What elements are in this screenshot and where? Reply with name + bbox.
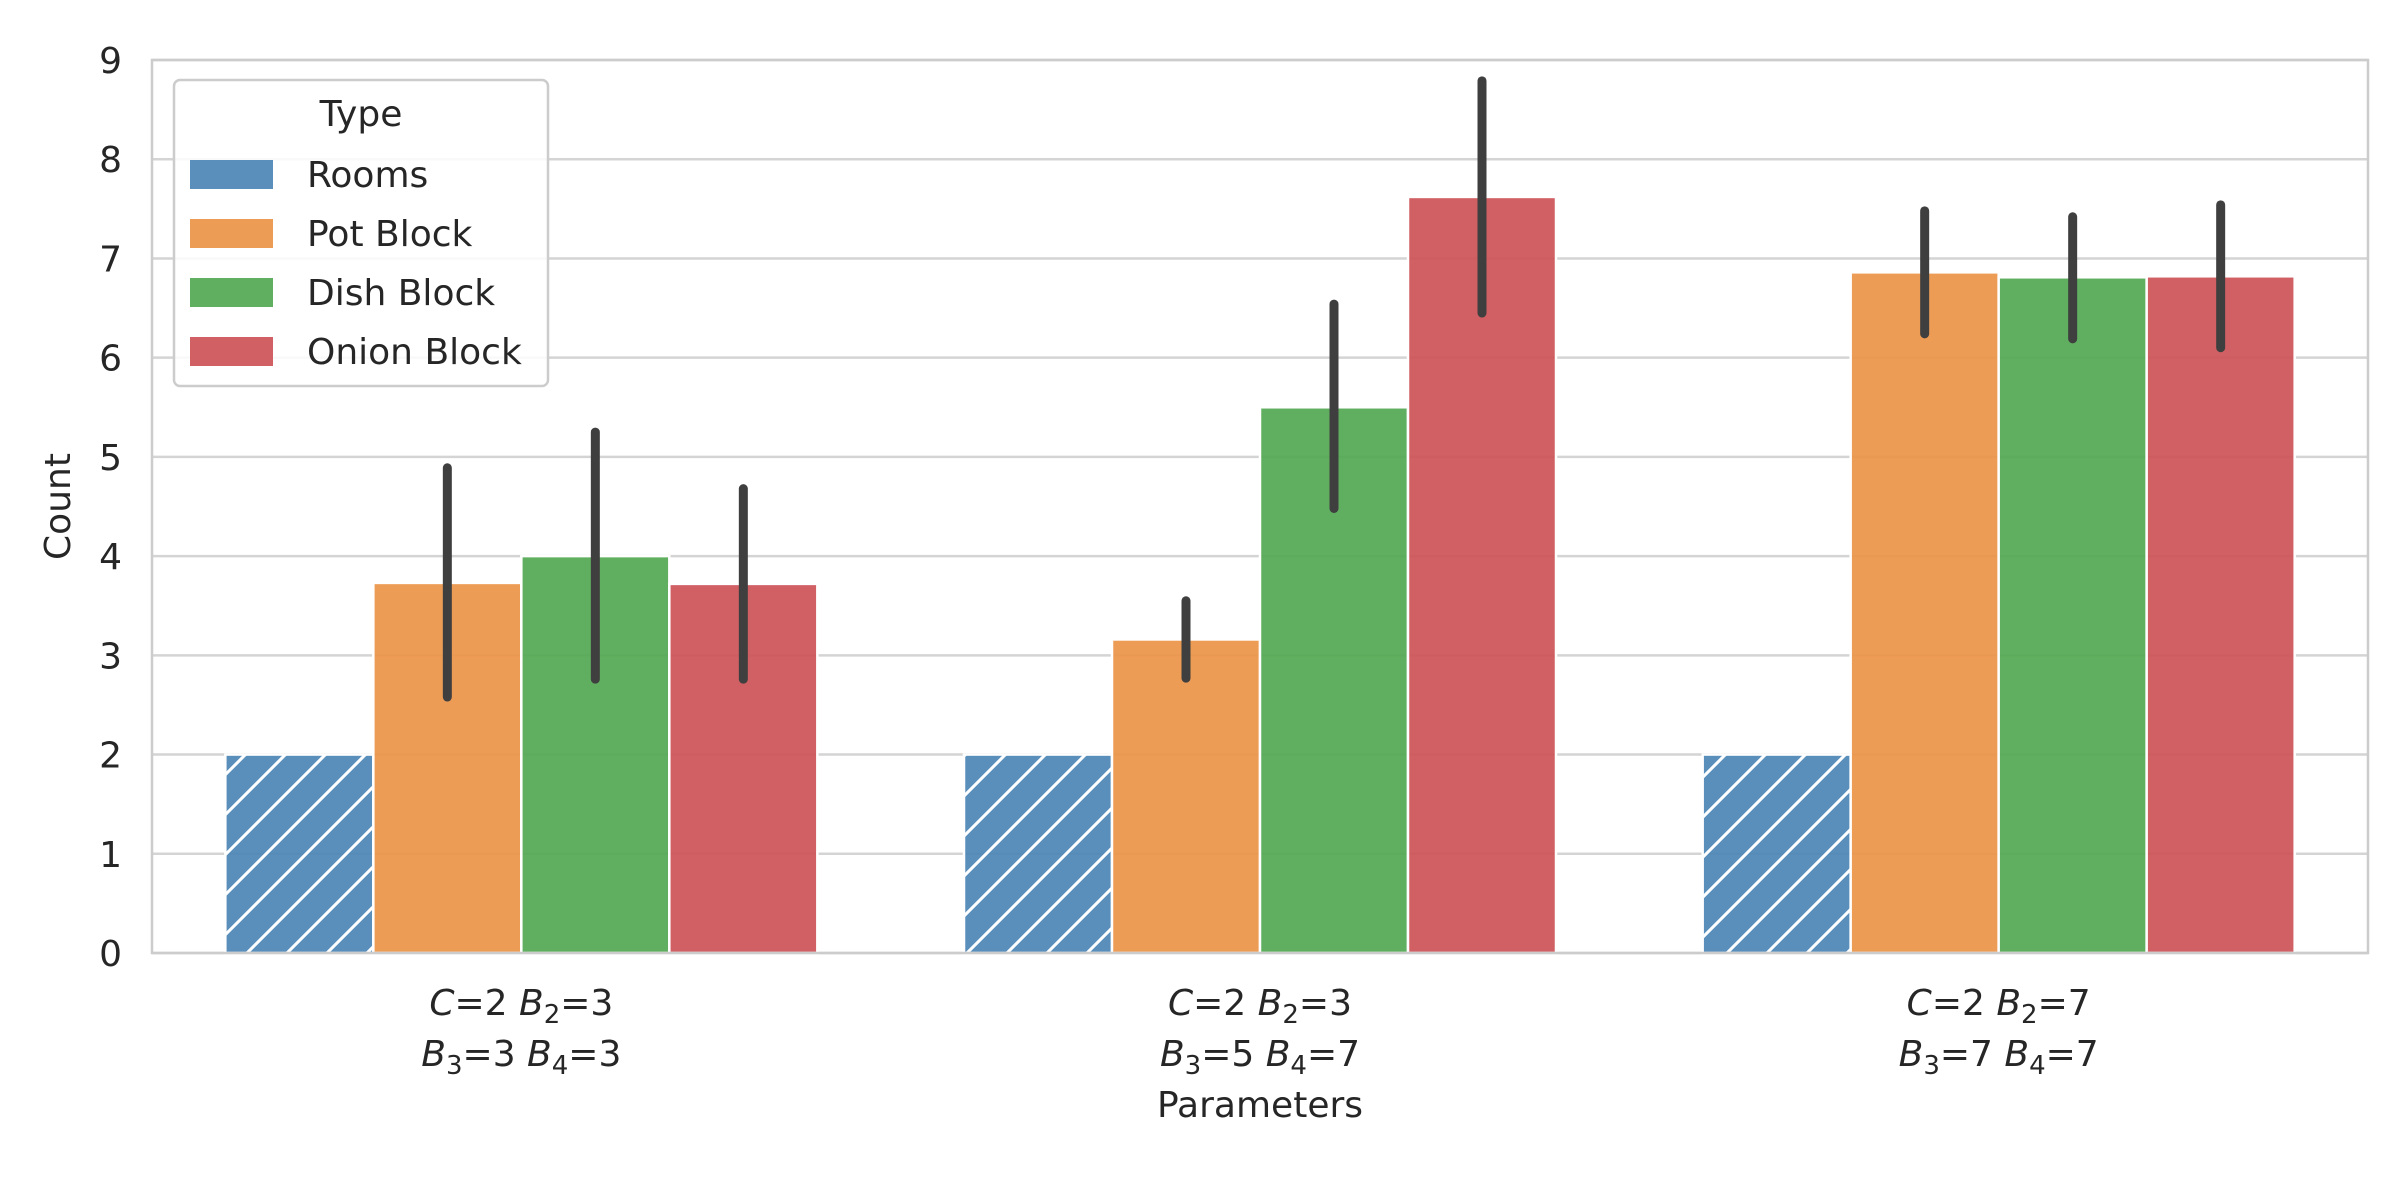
bar-hatch [964, 754, 1112, 953]
x-tick-label-part: 2 [1282, 1000, 1299, 1030]
x-tick-label-part: =3 [463, 1034, 528, 1075]
legend-swatch [190, 337, 273, 366]
y-tick-labels: 0 1 2 3 4 5 6 7 8 9 [99, 41, 122, 975]
x-tick-label: C=2 B2=3 [429, 983, 613, 1030]
bars [224, 195, 2296, 955]
x-tick-label-part: 2 [544, 1000, 561, 1030]
x-tick-label-part: =2 [454, 983, 519, 1024]
bar-onion-block [668, 582, 819, 955]
legend-item-label: Rooms [307, 155, 428, 196]
bar-pot-block [1849, 271, 2000, 955]
x-tick-label-part: =7 [2046, 1034, 2099, 1075]
x-tick-label-part: =3 [1299, 983, 1352, 1024]
y-axis-label: Count [38, 453, 79, 560]
legend-item-label: Onion Block [307, 332, 522, 373]
x-tick-label-part: 4 [552, 1051, 569, 1081]
x-tick-label-part: =3 [560, 983, 613, 1024]
x-tick-label-part: =3 [568, 1034, 621, 1075]
x-tick-label-part: =2 [1932, 983, 1997, 1024]
plot-frame [150, 58, 2370, 955]
y-tick-label: 9 [99, 41, 122, 82]
x-tick-label: B3=3 B4=3 [421, 1034, 621, 1081]
x-tick-label-part: B [1258, 983, 1283, 1024]
x-tick-label-part: C [429, 983, 455, 1024]
bar-dish-block [1997, 276, 2148, 955]
bar-hatch [1702, 754, 1851, 953]
error-bars [442, 76, 2226, 702]
bar-onion-block [2145, 275, 2296, 955]
x-tick-label-part: =7 [1940, 1034, 2005, 1075]
x-tick-label-part: B [519, 983, 544, 1024]
legend-item-label: Dish Block [307, 273, 495, 314]
bar-pot-block [1110, 638, 1262, 955]
bar-onion-block [1406, 195, 1558, 955]
y-tick-label: 8 [99, 140, 122, 181]
legend-swatch [190, 278, 273, 307]
x-tick-label: C=2 B2=7 [1907, 983, 2091, 1030]
x-tick-label-part: 3 [1185, 1051, 1202, 1081]
x-tick-label: B3=7 B4=7 [1899, 1034, 2099, 1081]
y-tick-label: 6 [99, 339, 122, 380]
x-tick-label-part: C [1168, 983, 1194, 1024]
x-tick-label-part: B [1996, 983, 2021, 1024]
legend-item-label: Pot Block [307, 214, 473, 255]
x-tick-label-part: C [1907, 983, 1933, 1024]
x-axis-label: Parameters [1157, 1085, 1363, 1126]
y-tick-label: 3 [99, 636, 122, 677]
x-tick-label: B3=5 B4=7 [1160, 1034, 1360, 1081]
x-tick-label-part: 4 [1290, 1051, 1307, 1081]
legend-swatch [190, 160, 273, 189]
x-tick-label-part: B [1160, 1034, 1185, 1075]
x-tick-label-part: B [1266, 1034, 1291, 1075]
x-tick-label-part: =5 [1201, 1034, 1266, 1075]
legend: Type Rooms Pot Block Dish Block Onion Block [172, 78, 550, 388]
y-tick-label: 2 [99, 736, 122, 777]
y-tick-label: 4 [99, 537, 122, 578]
x-tick-label-part: B [421, 1034, 446, 1075]
x-tick-label-part: B [1899, 1034, 1924, 1075]
x-tick-label-part: =7 [2038, 983, 2091, 1024]
legend-box [172, 78, 550, 388]
x-tick-label-part: 2 [2021, 1000, 2038, 1030]
x-tick-label-part: B [527, 1034, 552, 1075]
y-tick-label: 7 [99, 239, 122, 280]
legend-title: Type [319, 94, 403, 135]
y-tick-label: 5 [99, 438, 122, 479]
legend-swatch [190, 219, 273, 248]
x-tick-label-part: =7 [1307, 1034, 1360, 1075]
y-tick-label: 1 [99, 835, 122, 876]
x-tick-label-part: 3 [1923, 1051, 1940, 1081]
y-tick-label: 0 [99, 934, 122, 975]
x-tick-label-part: =2 [1193, 983, 1258, 1024]
x-tick-label: C=2 B2=3 [1168, 983, 1352, 1030]
x-tick-label-part: B [2004, 1034, 2029, 1075]
bar-hatch [225, 754, 374, 953]
x-tick-label-part: 3 [446, 1051, 463, 1081]
x-tick-labels: C=2 B2=3B3=3 B4=3C=2 B2=3B3=5 B4=7C=2 B2… [421, 983, 2098, 1081]
x-tick-label-part: 4 [2029, 1051, 2046, 1081]
